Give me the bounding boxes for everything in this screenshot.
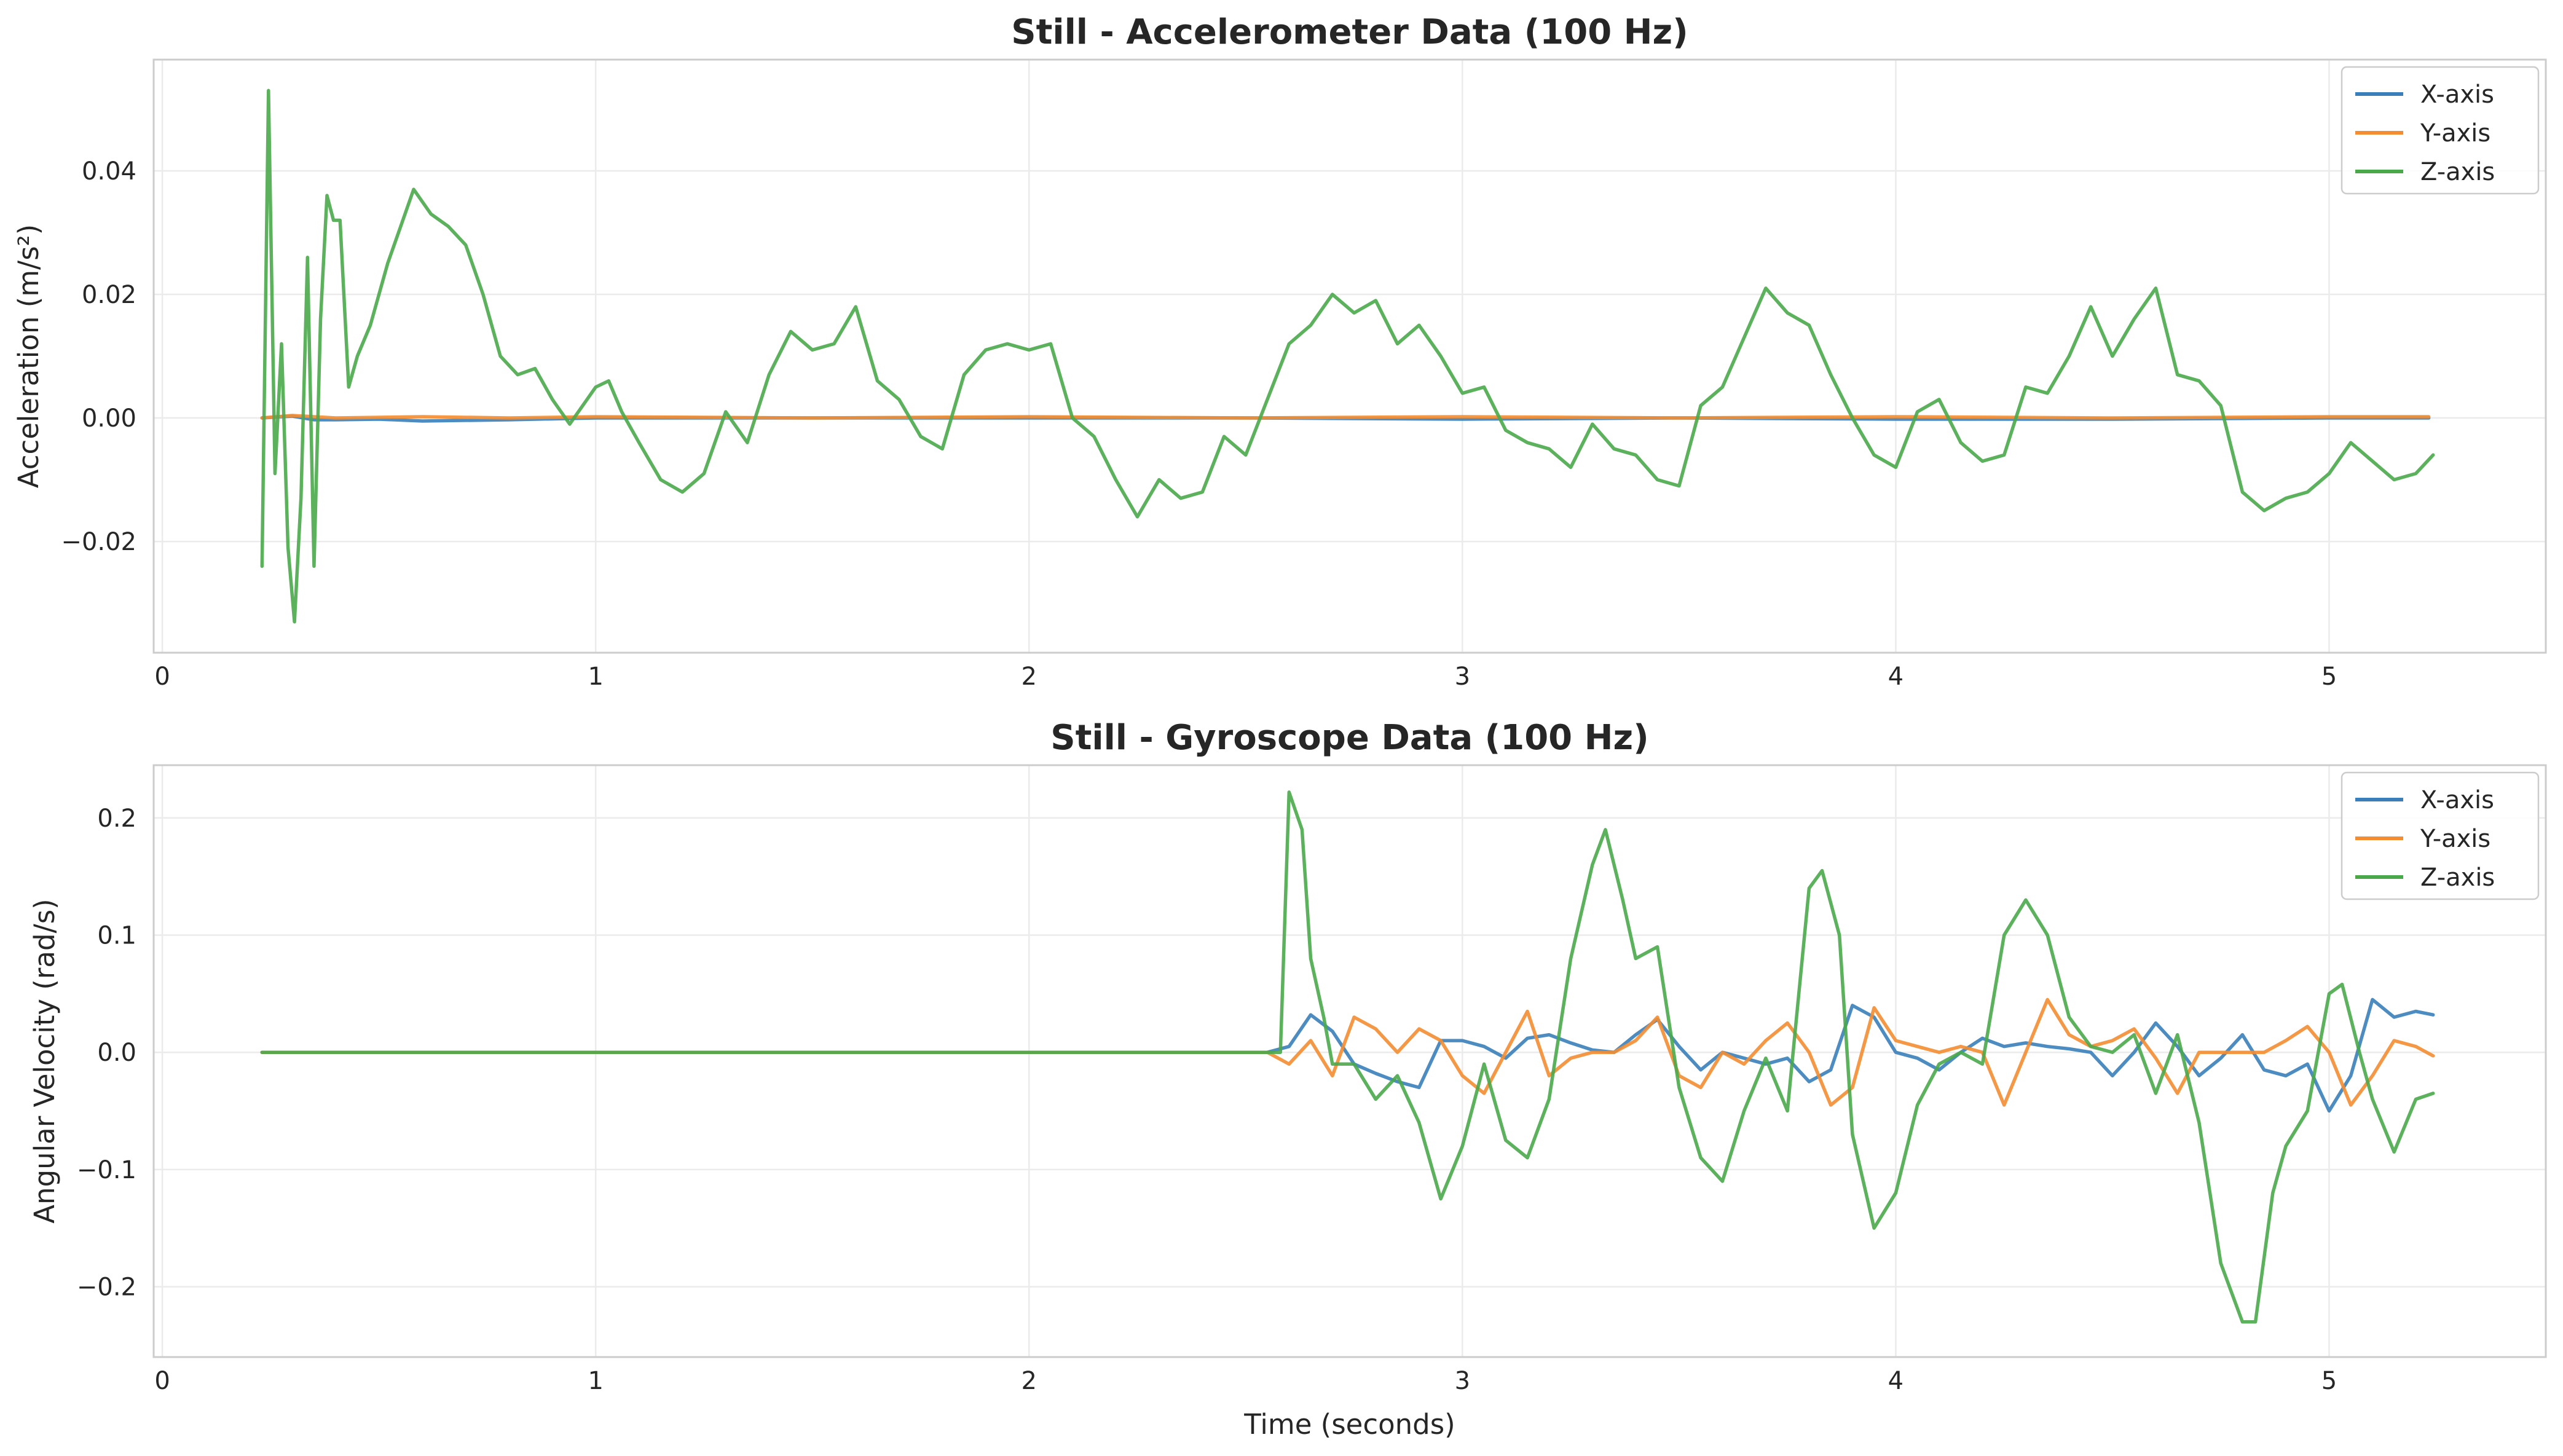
chart-2-xtick-label: 3 [1455, 1367, 1470, 1395]
chart-2-title: Still - Gyroscope Data (100 Hz) [1050, 718, 1648, 758]
chart-2-ytick-label: −0.1 [77, 1156, 136, 1184]
chart-2-series-z-axis [260, 790, 2435, 1324]
chart-1-xtick-label: 5 [2321, 663, 2337, 691]
chart-2-series-y-axis [260, 998, 2435, 1107]
chart-1-legend-label: Z-axis [2420, 158, 2495, 186]
chart-1-xtick-label: 4 [1888, 663, 1904, 691]
chart-2-xtick-label: 4 [1888, 1367, 1904, 1395]
chart-1-ytick-label: 0.00 [82, 404, 136, 433]
chart-1-series-y-axis [260, 414, 2431, 420]
chart-1: 0 1 2 3 4 5 −0.02 0.00 0.02 0.04 Still - Accelerom… [12, 12, 2547, 691]
chart-2-ytick-label: −0.2 [77, 1273, 136, 1302]
chart-2-legend-box [2341, 771, 2540, 900]
chart-2-legend: X-axis Y-axis Z-axis [2341, 771, 2540, 900]
chart-1-xtick-label: 2 [1022, 663, 1037, 691]
chart-1-ytick-label: 0.02 [82, 281, 136, 309]
chart-1-xtick-label: 3 [1455, 663, 1470, 691]
chart-2-series-x-axis [260, 998, 2435, 1113]
chart-2-xtick-label: 5 [2321, 1367, 2337, 1395]
chart-2-ytick-label: 0.0 [97, 1039, 136, 1067]
chart-1-legend-label: Y-axis [2420, 119, 2490, 148]
chart-1-series-z-axis [260, 89, 2435, 624]
chart-2-ytick-label: 0.1 [97, 922, 136, 950]
chart-1-legend: X-axis Y-axis Z-axis [2341, 66, 2540, 195]
chart-1-ytick-label: 0.04 [82, 157, 136, 186]
chart-2-legend-label: X-axis [2420, 786, 2494, 814]
chart-2-ytick-label: 0.2 [97, 805, 136, 833]
chart-1-ylabel: Acceleration (m/s²) [12, 224, 45, 489]
chart-1-xtick-label: 1 [588, 663, 603, 691]
chart-2-xtick-label: 2 [1022, 1367, 1037, 1395]
chart-1-ytick-label: −0.02 [61, 528, 136, 556]
chart-2-plot-frame [152, 764, 2547, 1358]
chart-2: 0 1 2 3 4 5 −0.2 −0.1 0.0 0.1 0.2 Still - Gyroscope… [28, 718, 2547, 1441]
chart-1-title: Still - Accelerometer Data (100 Hz) [1011, 12, 1688, 52]
chart-1-legend-label: X-axis [2420, 81, 2494, 109]
chart-2-xtick-label: 0 [154, 1367, 170, 1395]
chart-2-legend-label: Y-axis [2420, 825, 2490, 853]
chart-2-legend-label: Z-axis [2420, 864, 2495, 892]
chart-1-plot-frame [152, 58, 2547, 654]
chart-2-xlabel: Time (seconds) [1243, 1408, 1455, 1441]
chart-2-ylabel: Angular Velocity (rad/s) [28, 899, 61, 1223]
chart-1-xtick-label: 0 [154, 663, 170, 691]
chart-2-xtick-label: 1 [588, 1367, 603, 1395]
chart-1-legend-box [2341, 66, 2540, 195]
